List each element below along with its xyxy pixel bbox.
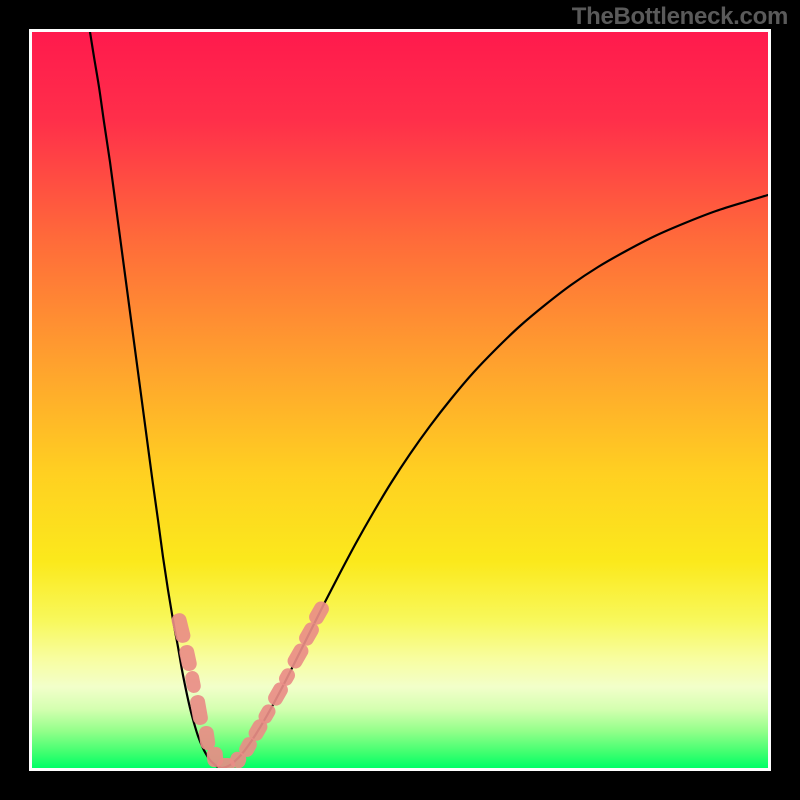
marker-3: [189, 694, 209, 726]
marker-4: [198, 725, 216, 751]
chart-container: TheBottleneck.com: [0, 0, 800, 800]
chart-svg: [32, 32, 768, 768]
marker-0: [170, 612, 192, 645]
curve-right_branch: [222, 195, 768, 768]
curve-left_branch: [90, 32, 222, 768]
watermark-text: TheBottleneck.com: [572, 3, 788, 31]
plot-area: [32, 32, 768, 768]
